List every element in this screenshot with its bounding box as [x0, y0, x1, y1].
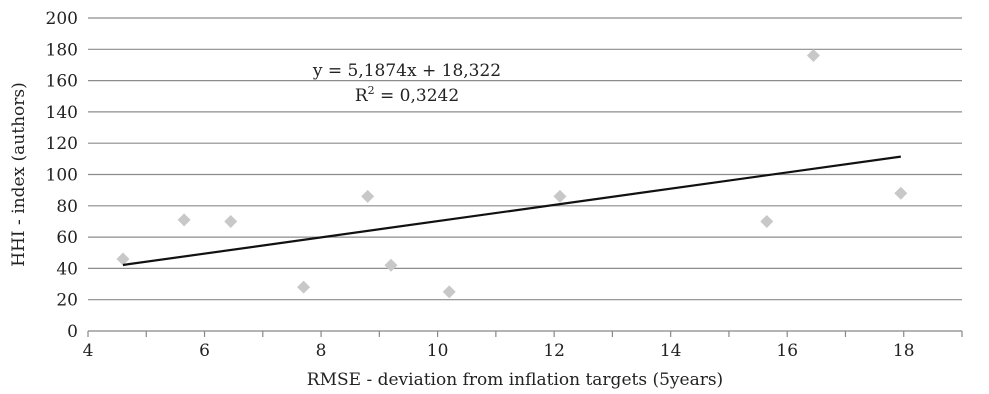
data-point	[177, 213, 191, 227]
y-tick-label: 140	[46, 103, 78, 123]
data-point	[224, 214, 238, 228]
x-tick-label: 16	[776, 341, 798, 361]
x-tick-label: 12	[543, 341, 565, 361]
data-point	[760, 214, 774, 228]
axes	[87, 330, 963, 337]
trend-line	[122, 155, 901, 267]
y-tick-label: 180	[46, 40, 78, 60]
x-tick-label: 14	[660, 341, 682, 361]
r-squared-value: = 0,3242	[375, 86, 460, 106]
r-squared-r: R	[355, 86, 369, 106]
r-squared-superscript: 2	[368, 84, 375, 97]
data-point	[116, 252, 130, 266]
x-tick-label: 4	[83, 341, 94, 361]
y-tick-labels: 0 20 40 60 80 100 120 140 160 180 200	[46, 9, 78, 342]
data-point	[806, 49, 820, 63]
y-tick-label: 20	[56, 291, 78, 311]
y-tick-label: 120	[46, 134, 78, 154]
data-point	[553, 189, 567, 203]
data-point	[361, 189, 375, 203]
data-point	[297, 280, 311, 294]
data-point	[384, 258, 398, 272]
y-tick-label: 40	[56, 259, 78, 279]
y-tick-label: 160	[46, 72, 78, 92]
data-points	[116, 49, 908, 299]
x-tick-label: 10	[427, 341, 449, 361]
grid-lines	[88, 17, 962, 301]
y-tick-label: 60	[56, 228, 78, 248]
x-tick-label: 6	[199, 341, 210, 361]
y-tick-label: 80	[56, 197, 78, 217]
y-tick-label: 100	[46, 166, 78, 186]
trend-equation: y = 5,1874x + 18,322	[312, 61, 501, 81]
y-axis-title: HHI - index (authors)	[9, 82, 29, 266]
x-tick-label: 8	[316, 341, 327, 361]
y-tick-label: 0	[67, 322, 78, 342]
data-point	[894, 186, 908, 200]
y-tick-label: 200	[46, 9, 78, 29]
x-tick-label: 18	[893, 341, 915, 361]
x-axis-title: RMSE - deviation from inflation targets …	[307, 370, 723, 390]
data-point	[442, 285, 456, 299]
x-tick-labels: 4 6 8 10 12 14 16 18	[83, 341, 915, 361]
trend-r-squared: R2 = 0,3242	[355, 84, 459, 106]
